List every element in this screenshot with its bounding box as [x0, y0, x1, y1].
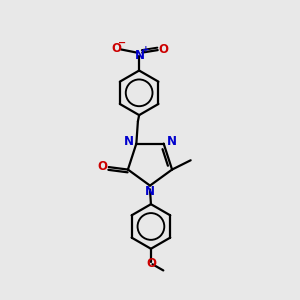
Text: +: + [142, 45, 150, 54]
Text: N: N [135, 49, 145, 62]
Text: O: O [159, 43, 169, 56]
Text: O: O [146, 256, 156, 269]
Text: N: N [124, 135, 134, 148]
Text: N: N [145, 185, 155, 198]
Text: O: O [111, 42, 121, 56]
Text: N: N [167, 135, 176, 148]
Text: −: − [118, 38, 126, 48]
Text: O: O [98, 160, 107, 173]
